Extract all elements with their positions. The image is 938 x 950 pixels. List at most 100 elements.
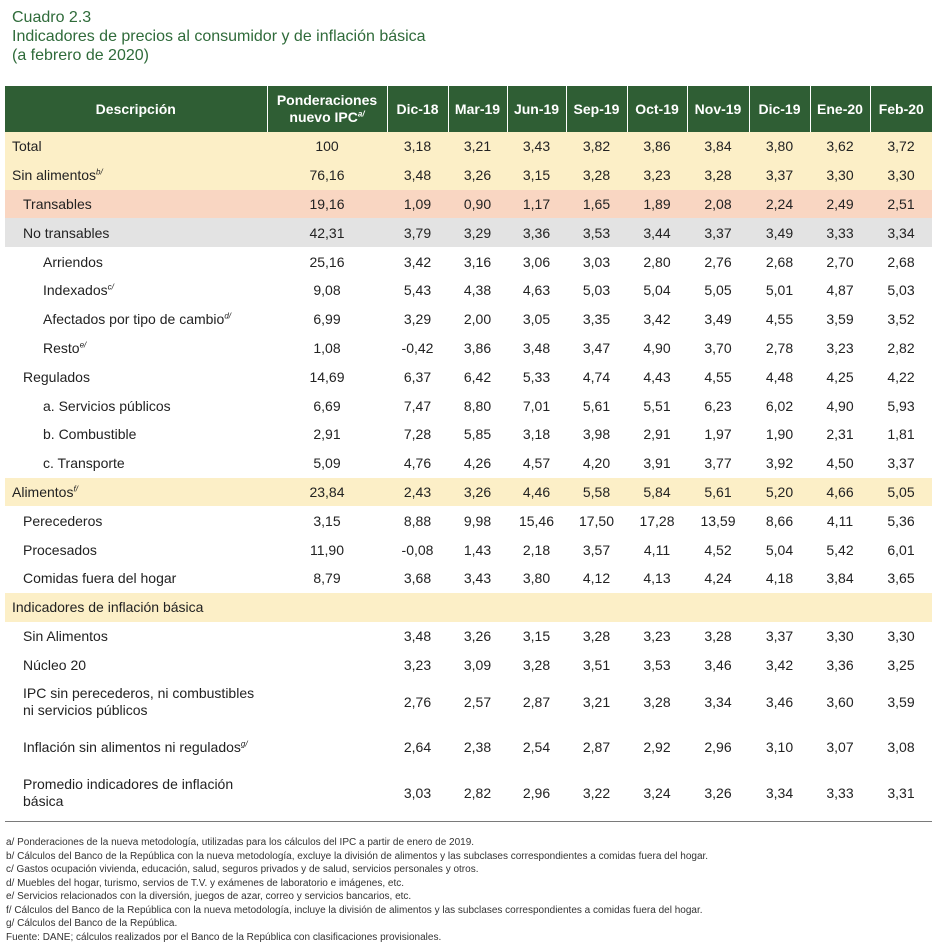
row-value: 2,80 xyxy=(643,253,671,270)
row-label-wrap: Sin Alimentos xyxy=(23,628,108,644)
row-label-wrap: Arriendos xyxy=(43,254,103,270)
row-value: 6,23 xyxy=(704,397,732,414)
row-value: 3,80 xyxy=(749,132,810,161)
row-label-wrap: Restoe/ xyxy=(43,340,86,356)
row-value: 3,28 xyxy=(566,160,627,190)
row-value: 1,89 xyxy=(627,189,687,219)
row-weight: 6,99 xyxy=(313,311,341,328)
row-weight: 3,15 xyxy=(313,512,341,529)
table-row: Afectados por tipo de cambiod/6,99 3,29 2,… xyxy=(5,305,932,334)
row-value: 3,23 xyxy=(826,339,854,356)
row-value: 3,25 xyxy=(887,656,915,673)
row-value: -0,42 xyxy=(401,339,434,356)
ipc-table: Descripción Ponderaciones nuevo IPCa/ Di… xyxy=(5,86,932,816)
row-label: a. Servicios públicos xyxy=(43,397,171,414)
row-value: 8,80 xyxy=(463,397,492,414)
table-row: b. Combustible 2,91 7,28 5,85 3,18 3,98 2,91 1,… xyxy=(5,420,932,449)
row-value: 5,61 xyxy=(582,397,611,414)
table-row: Inflación sin alimentos ni reguladosg/2,… xyxy=(5,725,932,771)
row-value: -0,08 xyxy=(401,541,434,558)
row-value: 3,23 xyxy=(643,627,671,644)
row-value: 1,09 xyxy=(387,189,448,219)
row-value: 5,05 xyxy=(704,282,732,299)
row-value: 5,20 xyxy=(749,477,810,507)
row-value: 2,87 xyxy=(582,739,611,756)
row-value: 3,22 xyxy=(582,784,611,801)
row-value: 4,18 xyxy=(765,570,794,587)
header-period: Dic-19 xyxy=(748,86,810,132)
row-value: 2,91 xyxy=(643,426,671,443)
row-label-wrap: Afectados por tipo de cambiod/ xyxy=(43,311,231,327)
table-row: Total 100 3,18 3,21 3,43 3,82 3,86 3,84 3,80 3,62… xyxy=(5,132,932,161)
row-value: 3,29 xyxy=(448,218,507,248)
header-ponderaciones-sup: a/ xyxy=(357,109,365,119)
row-value: 3,28 xyxy=(704,627,732,644)
row-weight: 42,31 xyxy=(267,218,387,248)
row-value: 3,37 xyxy=(765,627,794,644)
row-label-wrap: No transables xyxy=(23,225,109,241)
header-period: Oct-19 xyxy=(626,86,687,132)
footnote-line: g/ Cálculos del Banco de la República. xyxy=(6,918,178,929)
row-description: Alimentosf/ xyxy=(5,477,267,507)
row-value: 0,90 xyxy=(448,189,507,219)
row-footnote-ref: b/ xyxy=(96,167,103,177)
table-row: Transables 19,16 1,09 0,90 1,17 1,65 1,89 2,08 2… xyxy=(5,189,932,219)
row-label: Promedio indicadores de inflación básica xyxy=(23,775,234,809)
row-value: 3,46 xyxy=(765,693,794,710)
row-description: b. Combustible xyxy=(5,420,267,449)
row-value: 4,11 xyxy=(643,541,671,558)
row-weight: 2,91 xyxy=(313,426,341,443)
row-value: 4,50 xyxy=(826,455,854,472)
row-value: 3,42 xyxy=(403,253,432,270)
row-value: 2,64 xyxy=(403,739,432,756)
row-label: Perecederos xyxy=(23,512,103,529)
row-description: Transables xyxy=(5,189,267,219)
row-description: No transables xyxy=(5,218,267,248)
row-value: 3,28 xyxy=(687,160,749,190)
row-value: 2,87 xyxy=(522,693,551,710)
footnote-line: Fuente: DANE; cálculos realizados por el… xyxy=(6,931,442,943)
row-value: 1,90 xyxy=(765,426,794,443)
row-value: 1,97 xyxy=(704,426,732,443)
footnote-line: d/ Muebles del hogar, turismo, servios d… xyxy=(6,877,404,889)
row-value: 4,48 xyxy=(765,368,794,385)
row-label-wrap: Indexadosc/ xyxy=(43,282,114,298)
row-value: 3,35 xyxy=(582,311,611,328)
row-weight: 19,16 xyxy=(267,189,387,219)
row-value: 2,76 xyxy=(403,693,432,710)
table-row: Indexadosc/9,08 5,43 4,38 4,63 5,03 5,04 5,05 5… xyxy=(5,276,932,305)
row-value: 4,57 xyxy=(522,455,551,472)
row-label-wrap: Regulados xyxy=(23,369,90,385)
header-period: Dic-18 xyxy=(386,86,448,132)
row-weight xyxy=(267,679,387,725)
row-description: Procesados xyxy=(5,535,267,564)
row-value: 2,54 xyxy=(522,739,551,756)
footnote-line: f/ Cálculos del Banco de la República co… xyxy=(6,904,703,916)
row-description: c. Transporte xyxy=(5,449,267,478)
row-weight xyxy=(267,622,387,651)
row-value: 4,26 xyxy=(463,455,492,472)
row-description: Regulados xyxy=(5,362,267,391)
row-label-wrap: Comidas fuera del hogar xyxy=(23,570,176,586)
table-row: Procesados 11,90 -0,08 1,43 2,18 3,57 4,11 4,52… xyxy=(5,535,932,564)
table-row: No transables 42,31 3,79 3,29 3,36 3,53 3,44 3,… xyxy=(5,218,932,248)
row-description: Núcleo 20 xyxy=(5,650,267,679)
row-value: 3,79 xyxy=(387,218,448,248)
row-footnote-ref: d/ xyxy=(224,311,232,321)
row-value: 5,04 xyxy=(643,282,671,299)
table-title: Cuadro 2.3 Indicadores de precios al con… xyxy=(12,8,426,65)
row-value: 4,43 xyxy=(643,368,671,385)
table-row: Sin Alimentos 3,48 3,26 3,15 3,28 3,23 3,28 3,3… xyxy=(5,622,932,651)
row-label: Indicadores de inflación básica xyxy=(12,599,204,616)
table-row: a. Servicios públicos 6,69 7,47 8,80 7,01 5,6… xyxy=(5,391,932,420)
row-value: 3,37 xyxy=(687,218,749,248)
row-value: 2,24 xyxy=(749,189,810,219)
row-value: 3,26 xyxy=(448,160,507,190)
row-description: Arriendos xyxy=(5,247,267,276)
row-value: 3,33 xyxy=(826,784,854,801)
footnote-line: e/ Servicios relacionados con la diversi… xyxy=(6,891,412,902)
row-weight xyxy=(267,725,387,771)
row-footnote-ref: g/ xyxy=(240,739,248,749)
row-value: 3,07 xyxy=(826,739,854,756)
row-description: IPC sin perecederos, ni combustibles ni … xyxy=(5,679,267,725)
